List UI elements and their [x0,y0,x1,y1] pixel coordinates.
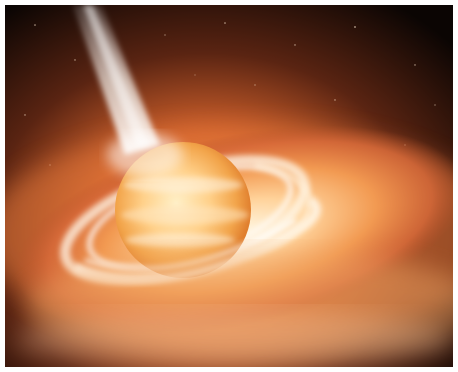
jet-core [83,5,150,147]
core-bands [121,177,249,247]
illustration-canvas [5,5,453,367]
black-hole-illustration [5,5,453,367]
disk-swirl-right [244,162,313,258]
foreground-haze [15,310,453,367]
jet-base-glow [107,133,183,177]
